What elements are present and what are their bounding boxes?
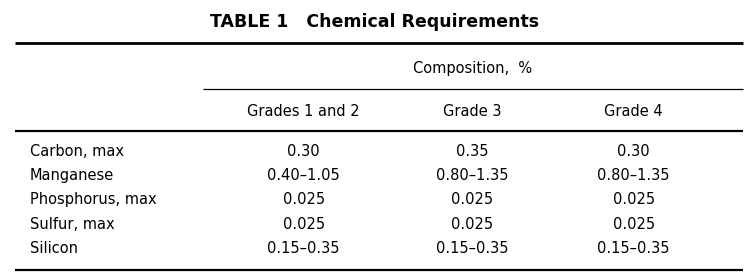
Text: 0.40–1.05: 0.40–1.05 [267, 168, 340, 183]
Text: 0.025: 0.025 [452, 192, 494, 207]
Text: 0.30: 0.30 [287, 144, 320, 159]
Text: 0.15–0.35: 0.15–0.35 [268, 241, 340, 256]
Text: 0.025: 0.025 [452, 217, 494, 232]
Text: 0.30: 0.30 [617, 144, 650, 159]
Text: 0.025: 0.025 [283, 192, 325, 207]
Text: 0.15–0.35: 0.15–0.35 [598, 241, 670, 256]
Text: 0.15–0.35: 0.15–0.35 [436, 241, 508, 256]
Text: 0.80–1.35: 0.80–1.35 [598, 168, 670, 183]
Text: TABLE 1   Chemical Requirements: TABLE 1 Chemical Requirements [211, 13, 539, 31]
Text: 0.025: 0.025 [613, 192, 655, 207]
Text: Phosphorus, max: Phosphorus, max [30, 192, 157, 207]
Text: Grades 1 and 2: Grades 1 and 2 [248, 104, 360, 119]
Text: 0.35: 0.35 [456, 144, 489, 159]
Text: Composition,  %: Composition, % [413, 61, 532, 76]
Text: Manganese: Manganese [30, 168, 114, 183]
Text: Carbon, max: Carbon, max [30, 144, 124, 159]
Text: Silicon: Silicon [30, 241, 78, 256]
Text: 0.80–1.35: 0.80–1.35 [436, 168, 508, 183]
Text: Sulfur, max: Sulfur, max [30, 217, 115, 232]
Text: Grade 3: Grade 3 [443, 104, 502, 119]
Text: 0.025: 0.025 [613, 217, 655, 232]
Text: 0.025: 0.025 [283, 217, 325, 232]
Text: Grade 4: Grade 4 [604, 104, 663, 119]
